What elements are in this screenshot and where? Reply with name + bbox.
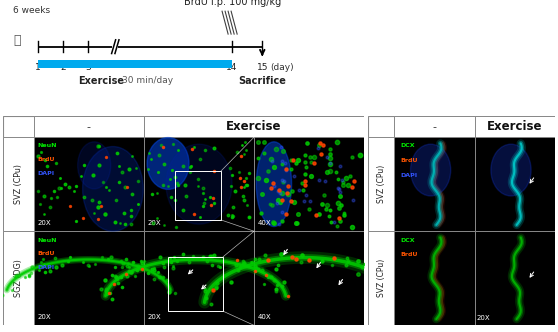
Text: 20X: 20X [147,314,161,320]
Bar [38,60,232,68]
Bar [254,137,364,231]
Ellipse shape [147,137,189,189]
Text: DAPI: DAPI [38,171,55,176]
Text: DCX: DCX [400,237,415,242]
Bar [144,137,254,231]
Text: SGZ (DG): SGZ (DG) [13,259,23,297]
Bar [144,116,364,137]
Text: -: - [86,122,90,132]
Bar [168,257,223,311]
Bar [33,116,144,137]
Ellipse shape [78,142,110,189]
Text: 20X: 20X [477,315,490,321]
Bar [475,137,555,231]
Text: BrdU: BrdU [38,251,55,256]
Text: NeuN: NeuN [38,237,57,242]
Text: NeuN: NeuN [38,143,57,148]
Text: DAPI: DAPI [38,265,55,270]
Ellipse shape [256,142,292,226]
Text: 20X: 20X [37,314,51,320]
Bar [395,231,475,325]
Ellipse shape [83,146,143,231]
Text: DCX: DCX [400,143,415,148]
Text: Exercise: Exercise [78,76,124,86]
Text: 20X: 20X [37,220,51,226]
Ellipse shape [411,144,451,196]
Text: 2: 2 [60,63,66,72]
Text: BrdU i.p. 100 mg/kg: BrdU i.p. 100 mg/kg [184,0,281,7]
Text: DAPI: DAPI [400,173,417,178]
Text: 30 min/day: 30 min/day [122,76,173,85]
Bar [175,171,221,220]
Bar [395,116,475,137]
Text: 15: 15 [257,63,268,72]
Text: SVZ (CPu): SVZ (CPu) [377,259,386,297]
Bar [395,137,475,231]
Ellipse shape [166,144,232,224]
Bar [475,231,555,325]
Text: 40X: 40X [258,220,271,226]
Bar [3,231,33,325]
Text: Sacrifice: Sacrifice [238,76,286,86]
Text: -: - [432,122,437,132]
Text: 14: 14 [227,63,238,72]
Text: BrdU: BrdU [400,252,417,257]
Text: 1: 1 [35,63,41,72]
Bar [475,116,555,137]
Text: 3: 3 [85,63,91,72]
Bar [368,137,395,231]
Text: 40X: 40X [258,314,271,320]
Text: BrdU: BrdU [400,158,417,163]
Bar [368,231,395,325]
Text: (day): (day) [271,63,294,72]
Bar [254,231,364,325]
Bar [144,231,254,325]
Text: Exercise: Exercise [487,120,543,133]
Text: SVZ (CPu): SVZ (CPu) [377,165,386,203]
Bar [33,231,144,325]
Bar [3,137,33,231]
Text: BrdU: BrdU [38,157,55,162]
Ellipse shape [491,144,531,196]
Bar [33,137,144,231]
Text: 6 weeks: 6 weeks [13,6,50,15]
Text: 20X: 20X [147,220,161,226]
Text: 🐇: 🐇 [13,35,21,47]
Text: Exercise: Exercise [227,120,282,133]
Text: SVZ (CPu): SVZ (CPu) [13,164,23,204]
